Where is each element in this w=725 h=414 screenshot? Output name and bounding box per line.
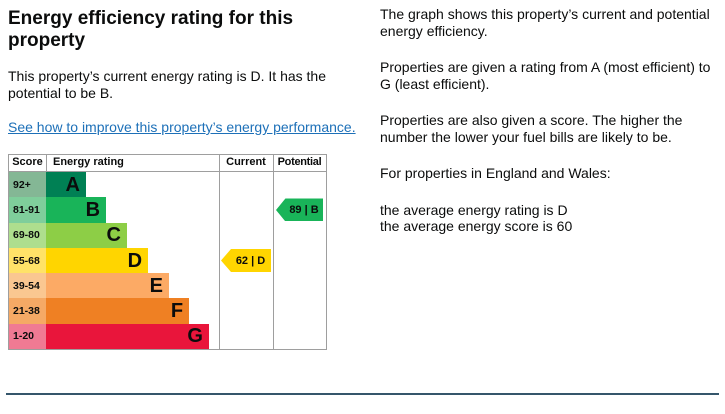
band-score-cell: 55-68 [9, 247, 46, 274]
band-letter: C [106, 224, 121, 247]
band-bar-track: F [46, 298, 219, 324]
band-score-range: 55-68 [13, 254, 40, 267]
band-bar: B [46, 197, 107, 223]
band-letter: B [85, 198, 101, 221]
score-explanation-paragraph: Properties are also given a score. The h… [380, 112, 683, 145]
graph-description-paragraph: The graph shows this property’s current … [380, 6, 710, 39]
right-column: The graph shows this property’s current … [380, 0, 722, 235]
band-score-cell: 69-80 [9, 222, 46, 248]
band-bar: C [46, 222, 127, 248]
band-bar: E [46, 273, 169, 299]
band-bar: G [46, 323, 209, 350]
average-rating-line: the average energy rating is D [380, 201, 568, 218]
averages-block: the average energy rating is D the avera… [380, 202, 722, 235]
improve-energy-link[interactable]: See how to improve this property’s energ… [8, 119, 356, 135]
band-score-cell: 81-91 [9, 197, 46, 223]
band-bar-track: G [46, 323, 219, 350]
band-score-cell: 1-20 [9, 323, 46, 350]
section-divider [6, 393, 719, 395]
column-divider-potential [273, 155, 274, 350]
current-rating-marker: 62 | D [221, 249, 271, 273]
band-letter: D [127, 249, 143, 272]
band-bar-track: A [46, 172, 219, 198]
band-bar: D [46, 247, 149, 274]
band-bar-track: B [46, 197, 219, 223]
band-score-cell: 39-54 [9, 273, 46, 299]
left-column: Energy efficiency rating for this proper… [8, 0, 360, 351]
epc-rating-chart: Score Energy rating Current Potential 62… [8, 154, 327, 351]
column-divider-current [219, 155, 220, 350]
rating-summary: This property’s current energy rating is… [8, 68, 326, 101]
band-letter: F [170, 300, 184, 323]
rating-scale-paragraph: Properties are given a rating from A (mo… [380, 59, 711, 92]
band-bar: A [46, 172, 86, 198]
band-score-range: 21-38 [13, 305, 40, 318]
band-bar-track: E [46, 273, 219, 299]
band-score-range: 81-91 [13, 203, 40, 216]
band-bar: F [46, 298, 190, 324]
band-letter: E [149, 274, 163, 297]
band-score-range: 39-54 [13, 279, 40, 292]
band-score-range: 69-80 [13, 229, 40, 242]
band-score-range: 92+ [13, 178, 31, 191]
chart-header-energy-rating: Energy rating [46, 155, 219, 172]
band-score-cell: 92+ [9, 172, 46, 198]
average-score-line: the average energy score is 60 [380, 218, 573, 234]
band-score-cell: 21-38 [9, 298, 46, 324]
chart-header-potential: Potential [273, 155, 326, 172]
potential-rating-marker: 89 | B [276, 198, 323, 222]
band-score-range: 1-20 [13, 330, 35, 343]
chart-header-current: Current [219, 155, 273, 172]
band-bar-track: D [46, 247, 219, 274]
band-letter: G [187, 325, 203, 348]
england-wales-paragraph: For properties in England and Wales: [380, 165, 611, 181]
band-letter: A [65, 173, 80, 196]
band-bar-track: C [46, 222, 219, 248]
chart-header-score: Score [9, 155, 46, 172]
page-title: Energy efficiency rating for this proper… [8, 8, 294, 51]
